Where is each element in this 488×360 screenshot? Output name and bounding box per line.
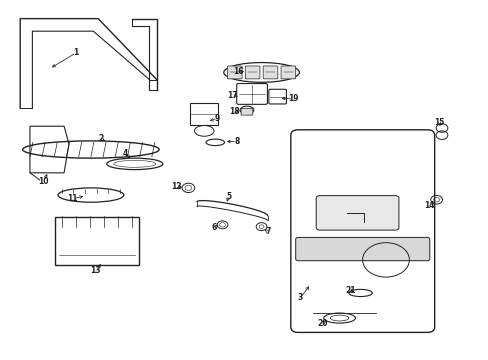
Text: 18: 18 — [228, 107, 239, 116]
Text: 15: 15 — [433, 118, 444, 127]
Text: 21: 21 — [345, 286, 355, 295]
Text: 1: 1 — [74, 48, 79, 57]
FancyBboxPatch shape — [295, 237, 429, 261]
Text: 7: 7 — [264, 228, 270, 237]
Text: 3: 3 — [297, 293, 303, 302]
Text: 8: 8 — [234, 137, 240, 146]
FancyBboxPatch shape — [190, 103, 218, 125]
FancyBboxPatch shape — [290, 130, 434, 332]
Text: 13: 13 — [90, 266, 101, 275]
Text: 4: 4 — [122, 149, 127, 158]
Text: 17: 17 — [227, 91, 238, 100]
FancyBboxPatch shape — [268, 89, 286, 104]
FancyBboxPatch shape — [245, 66, 260, 79]
FancyBboxPatch shape — [316, 195, 398, 230]
Text: 19: 19 — [287, 94, 298, 103]
Text: 9: 9 — [215, 114, 220, 123]
FancyBboxPatch shape — [281, 66, 295, 79]
FancyBboxPatch shape — [241, 109, 252, 115]
Text: 5: 5 — [226, 192, 231, 201]
Text: 11: 11 — [67, 194, 78, 203]
Text: 2: 2 — [98, 134, 103, 143]
FancyBboxPatch shape — [263, 66, 277, 79]
Text: 16: 16 — [232, 67, 243, 76]
Text: 12: 12 — [171, 182, 181, 191]
Text: 10: 10 — [38, 177, 49, 186]
Text: 20: 20 — [317, 319, 327, 328]
FancyBboxPatch shape — [55, 217, 139, 265]
Text: 14: 14 — [424, 201, 434, 210]
FancyBboxPatch shape — [236, 84, 267, 104]
FancyBboxPatch shape — [227, 66, 242, 79]
Text: 6: 6 — [211, 223, 217, 232]
